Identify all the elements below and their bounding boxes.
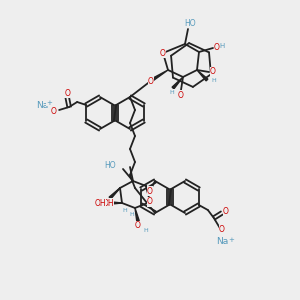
Text: O: O: [214, 44, 220, 52]
Text: +: +: [228, 237, 234, 243]
Text: O: O: [148, 76, 154, 85]
Polygon shape: [197, 70, 208, 81]
Polygon shape: [109, 188, 120, 199]
Text: O: O: [178, 91, 184, 100]
Text: OH: OH: [102, 199, 114, 208]
Text: HO: HO: [184, 19, 196, 28]
Text: O: O: [147, 187, 153, 196]
Text: O: O: [160, 49, 166, 58]
Text: +: +: [46, 100, 52, 106]
Polygon shape: [110, 202, 122, 204]
Polygon shape: [135, 208, 139, 221]
Text: H: H: [211, 77, 216, 83]
Text: O: O: [223, 206, 229, 215]
Text: O: O: [219, 224, 225, 233]
Text: H: H: [130, 212, 134, 217]
Polygon shape: [151, 70, 168, 81]
Text: O: O: [147, 197, 153, 206]
Text: H: H: [143, 227, 148, 232]
Text: O: O: [50, 106, 56, 116]
Text: O: O: [210, 68, 216, 76]
Text: HO: HO: [104, 160, 116, 169]
Text: OH: OH: [94, 199, 106, 208]
Text: H: H: [123, 208, 128, 212]
Polygon shape: [172, 77, 183, 89]
Text: H: H: [169, 89, 174, 94]
Text: Na: Na: [36, 101, 48, 110]
Text: O: O: [64, 88, 70, 98]
Text: H: H: [219, 43, 224, 49]
Text: Na: Na: [216, 236, 228, 245]
Text: O: O: [135, 221, 141, 230]
